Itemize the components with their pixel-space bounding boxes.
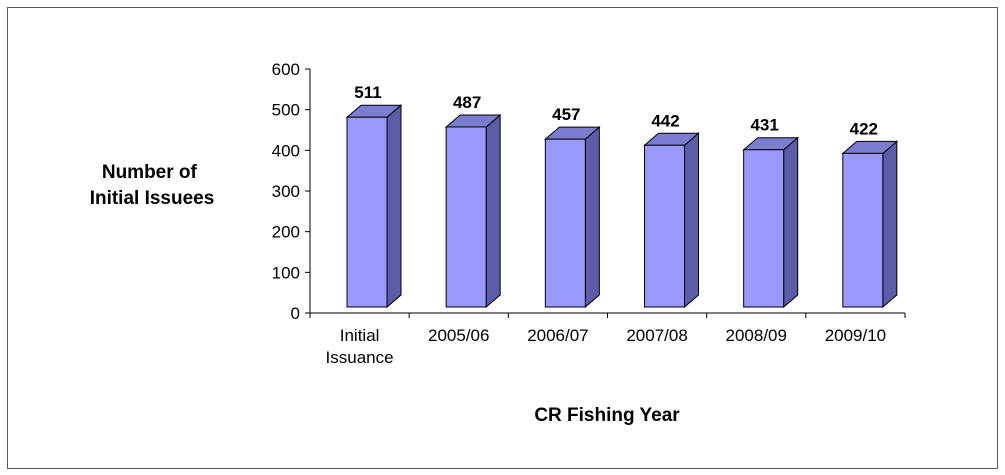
bar-side [684, 132, 699, 309]
y-tick-label: 100 [272, 263, 300, 282]
y-axis-title: Number of Initial Issuees [90, 162, 215, 209]
x-tick-label: 2009/10 [825, 326, 886, 345]
data-label: 457 [552, 105, 580, 124]
bar [345, 104, 403, 309]
y-tick-label: 200 [272, 223, 300, 242]
bar-front [644, 144, 685, 308]
y-tick-label: 500 [272, 101, 300, 120]
x-tick-label: 2005/06 [428, 326, 489, 345]
bar-side [882, 140, 898, 309]
x-tick-label: 2006/07 [527, 326, 588, 345]
bar-side [386, 104, 402, 309]
bar-front [544, 138, 586, 308]
bar [643, 132, 700, 309]
y-tick-label: 600 [272, 60, 300, 79]
data-label: 422 [850, 119, 878, 138]
y-axis-title-line-1: Number of [102, 162, 198, 183]
y-tick-label: 300 [272, 182, 300, 201]
x-tick-label: 2008/09 [726, 326, 787, 345]
chart-frame [7, 7, 998, 469]
data-label: 431 [750, 116, 778, 135]
bar-front [743, 149, 785, 308]
bar [742, 136, 800, 309]
x-tick-label: 2007/08 [626, 326, 687, 345]
data-labels: 511 487 457 442 431 422 [354, 83, 878, 138]
bar-side [783, 136, 799, 309]
y-axis: 0 100 200 300 400 500 600 [272, 60, 311, 323]
bar [543, 126, 601, 309]
bar-side [584, 126, 600, 309]
y-tick-label: 400 [272, 141, 300, 160]
bar [444, 113, 502, 309]
data-label: 487 [453, 93, 481, 112]
bar-front [346, 116, 388, 308]
y-axis-title-line-2: Initial Issuees [90, 188, 215, 209]
x-axis: Initial Issuance 2005/06 2006/07 2007/08 2008… [309, 312, 906, 367]
data-label: 442 [651, 111, 679, 130]
x-tick-label: Initial Issuance [326, 326, 394, 367]
y-tick-label: 0 [291, 304, 300, 323]
x-axis-title: CR Fishing Year [534, 405, 680, 426]
bar [841, 140, 899, 309]
bars [345, 104, 899, 309]
data-label: 511 [354, 83, 381, 102]
bar-front [842, 152, 884, 308]
bar-front [445, 126, 487, 308]
bar-side [485, 113, 501, 309]
